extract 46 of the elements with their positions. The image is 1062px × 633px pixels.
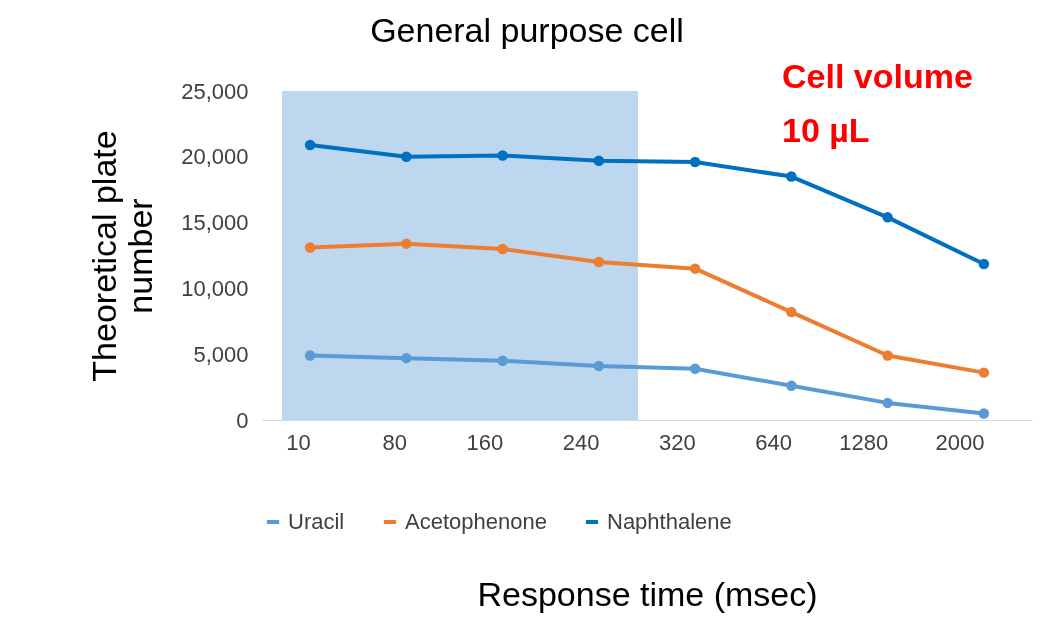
x-tick-label: 80 <box>382 429 407 455</box>
point <box>304 139 316 151</box>
point <box>978 258 990 270</box>
chart-title: General purpose cell <box>370 11 684 49</box>
point <box>593 155 605 166</box>
x-tick-label: 640 <box>755 429 792 455</box>
x-tick-label: 1280 <box>839 429 889 455</box>
x-tick-label: 160 <box>466 429 504 455</box>
x-axis-title: Response time (msec) <box>477 574 818 613</box>
y-axis-title: Theoretical plate number <box>85 130 160 382</box>
x-tick-label: 320 <box>658 429 696 455</box>
legend-label: Uracil <box>288 509 345 534</box>
point <box>497 355 508 367</box>
point <box>978 367 990 378</box>
legend-label: Naphthalene <box>607 509 732 534</box>
point <box>882 397 893 409</box>
point <box>689 156 701 168</box>
point <box>786 171 797 182</box>
point <box>882 212 893 223</box>
y-tick-label: 0 <box>236 407 249 433</box>
x-tick-label: 2000 <box>935 429 985 455</box>
point <box>401 238 412 249</box>
point <box>497 243 508 255</box>
point <box>786 380 797 392</box>
point <box>593 360 605 372</box>
point <box>978 408 990 419</box>
point <box>304 350 316 361</box>
annotation: 10 µL <box>782 111 870 149</box>
x-tick-label: 10 <box>286 429 311 455</box>
x-tick-label: 240 <box>562 429 600 455</box>
y-tick-label: 10,000 <box>181 275 249 301</box>
point <box>689 363 701 374</box>
y-tick-label: 20,000 <box>181 144 249 170</box>
y-tick-label: 5,000 <box>193 341 249 367</box>
point <box>401 151 412 163</box>
annotation: Cell volume <box>782 57 973 95</box>
point <box>304 242 316 253</box>
point <box>593 256 605 268</box>
point <box>786 306 797 318</box>
point <box>882 350 893 361</box>
y-tick-label: 15,000 <box>181 210 249 236</box>
legend-label: Acetophenone <box>405 509 547 534</box>
point <box>497 150 508 161</box>
point <box>689 263 701 274</box>
point <box>401 352 412 364</box>
y-tick-label: 25,000 <box>181 78 249 104</box>
